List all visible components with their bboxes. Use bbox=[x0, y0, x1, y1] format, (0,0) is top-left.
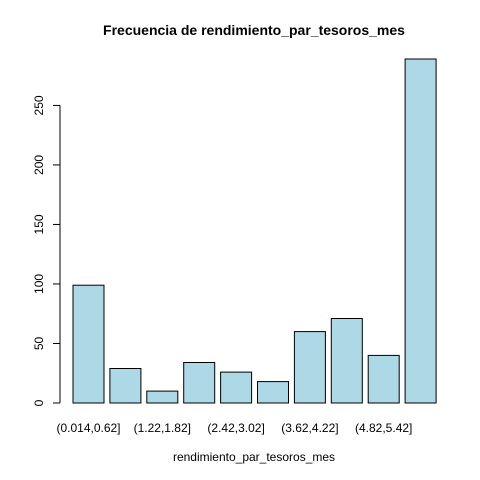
y-tick-label-0: 0 bbox=[32, 399, 46, 406]
bars-group bbox=[72, 58, 437, 404]
y-tick-label-150: 150 bbox=[32, 214, 46, 234]
x-tick-labels: (0.014,0.62] (1.22,1.82] (2.42,3.02] (3.62,… bbox=[56, 421, 412, 435]
bar-8 bbox=[330, 318, 363, 404]
bar-4 bbox=[183, 362, 216, 404]
y-tick-label-250: 250 bbox=[32, 95, 46, 115]
bar-3 bbox=[146, 390, 179, 404]
bar-1 bbox=[72, 284, 105, 404]
x-tick-label-5: (2.42,3.02] bbox=[207, 421, 264, 435]
bar-7 bbox=[293, 331, 326, 404]
y-tick-label-50: 50 bbox=[32, 336, 46, 350]
bar-10 bbox=[404, 58, 437, 404]
y-tick-label-200: 200 bbox=[32, 155, 46, 175]
bar-2 bbox=[109, 368, 142, 404]
bar-5 bbox=[220, 371, 253, 404]
x-tick-label-9: (4.82,5.42] bbox=[355, 421, 412, 435]
x-tick-label-3: (1.22,1.82] bbox=[134, 421, 191, 435]
x-tick-label-1: (0.014,0.62] bbox=[56, 421, 120, 435]
bar-9 bbox=[367, 354, 400, 404]
chart-title: Frecuencia de rendimiento_par_tesoros_me… bbox=[103, 22, 405, 38]
y-tick-label-100: 100 bbox=[32, 274, 46, 294]
bar-6 bbox=[257, 381, 289, 404]
x-axis-label: rendimiento_par_tesoros_mes bbox=[173, 450, 335, 464]
x-tick-label-7: (3.62,4.22] bbox=[281, 421, 338, 435]
y-axis: 0 50 100 150 200 250 bbox=[32, 95, 61, 406]
